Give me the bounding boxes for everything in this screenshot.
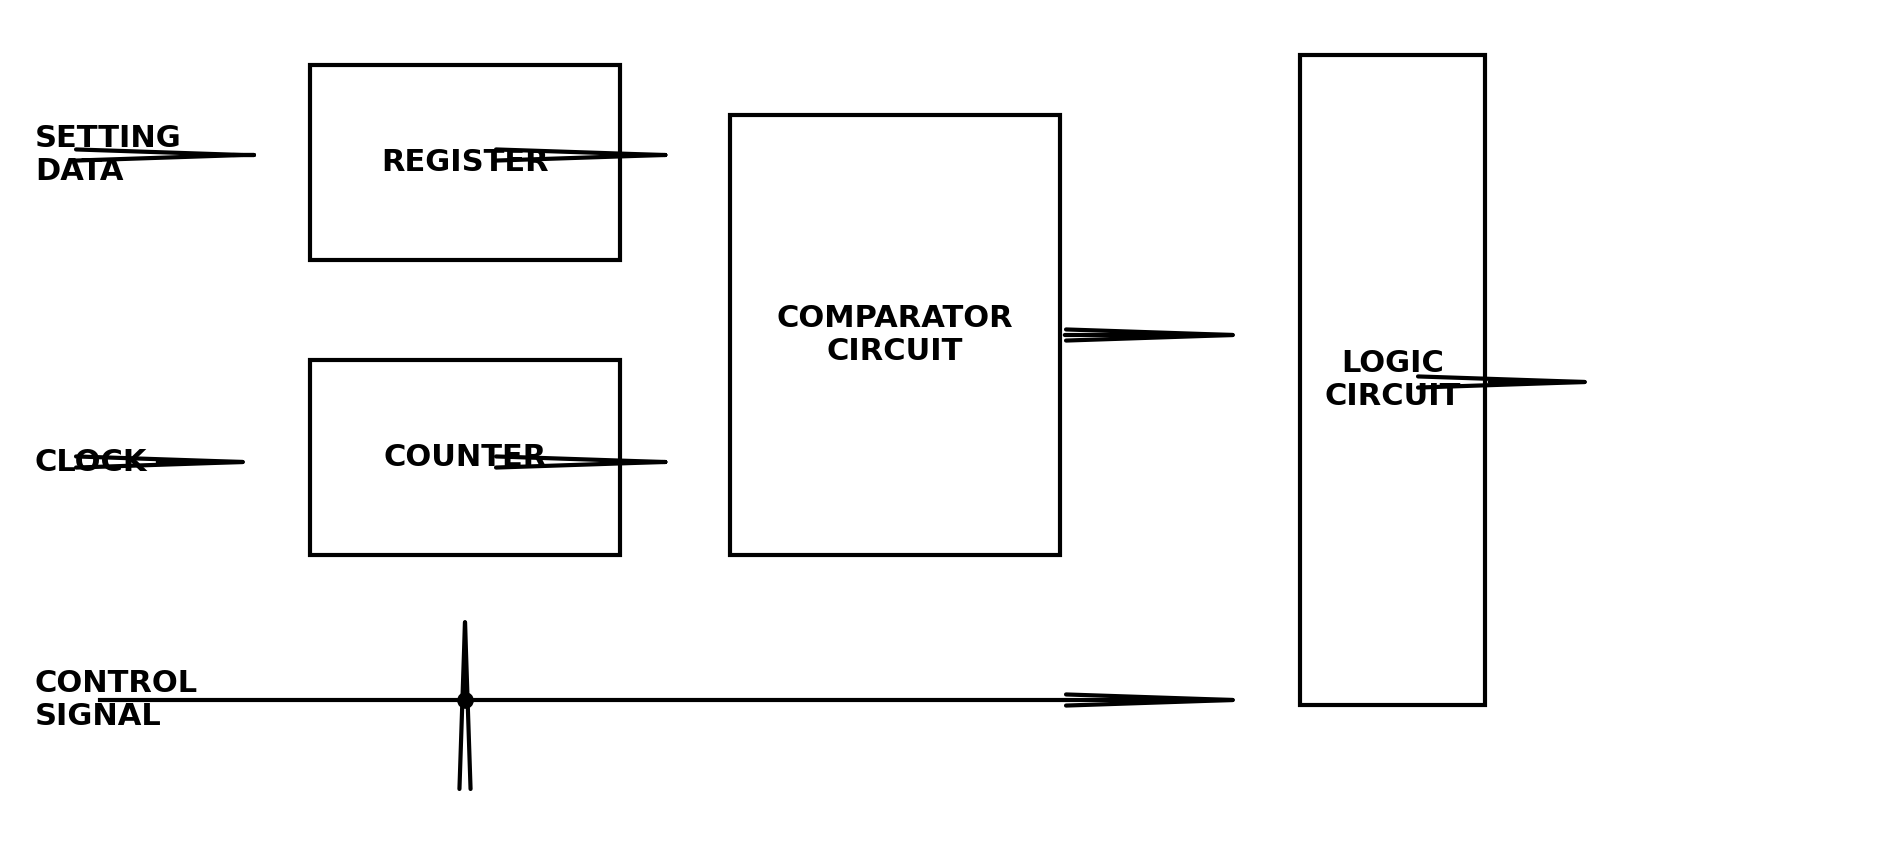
Bar bbox=[309, 360, 620, 555]
Text: SETTING
DATA: SETTING DATA bbox=[36, 123, 181, 186]
Text: COMPARATOR
CIRCUIT: COMPARATOR CIRCUIT bbox=[777, 304, 1013, 366]
Text: REGISTER: REGISTER bbox=[381, 148, 549, 177]
Bar bbox=[309, 65, 620, 260]
Text: LOGIC
CIRCUIT: LOGIC CIRCUIT bbox=[1324, 349, 1460, 412]
Text: CLOCK: CLOCK bbox=[36, 448, 147, 476]
Bar bbox=[730, 115, 1060, 555]
Text: COUNTER: COUNTER bbox=[383, 443, 547, 472]
Text: CONTROL
SIGNAL: CONTROL SIGNAL bbox=[36, 669, 198, 731]
Bar bbox=[1299, 55, 1484, 705]
